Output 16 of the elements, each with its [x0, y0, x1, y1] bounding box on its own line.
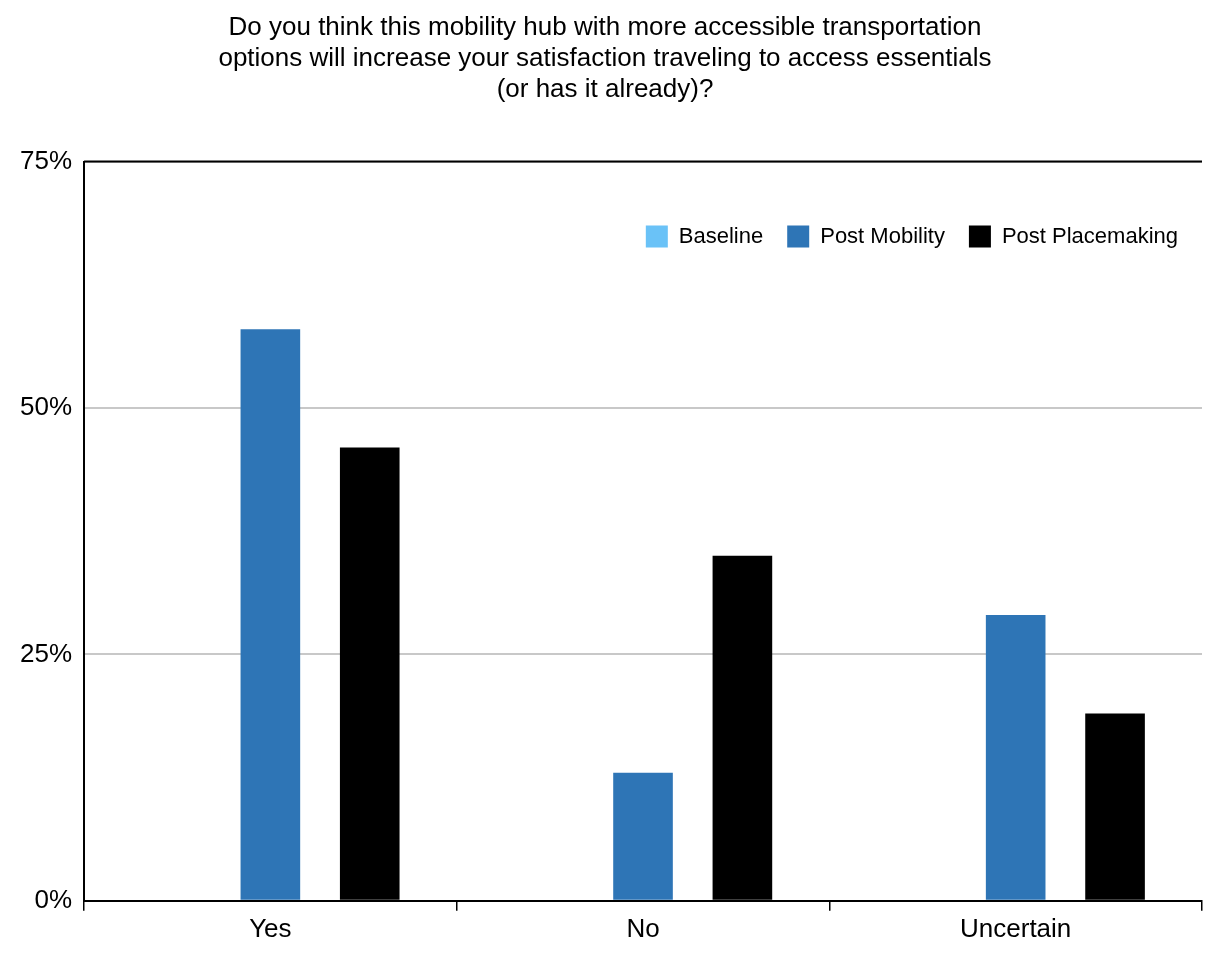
legend-label: Baseline: [678, 222, 764, 248]
text: Do you think this mobility hub with more accessible transportation: [228, 10, 982, 41]
y-tick-label: 75%: [19, 144, 73, 175]
y-tick-label: 25%: [19, 637, 73, 668]
text: (or has it already)?: [496, 73, 714, 104]
bar: [613, 772, 673, 900]
x-tick-label: No: [626, 912, 660, 943]
y-tick-label: 50%: [19, 391, 73, 422]
x-tick-label: Yes: [249, 912, 292, 943]
legend-label: Post Mobility: [820, 222, 945, 248]
legend-label: Post Placemaking: [1001, 222, 1179, 248]
x-tick-label: Uncertain: [960, 912, 1072, 943]
text: options will increase your satisfaction traveling to access essentials: [218, 41, 992, 72]
bar: [240, 329, 301, 900]
bar: [985, 614, 1046, 900]
y-tick-label: 0%: [34, 883, 73, 914]
